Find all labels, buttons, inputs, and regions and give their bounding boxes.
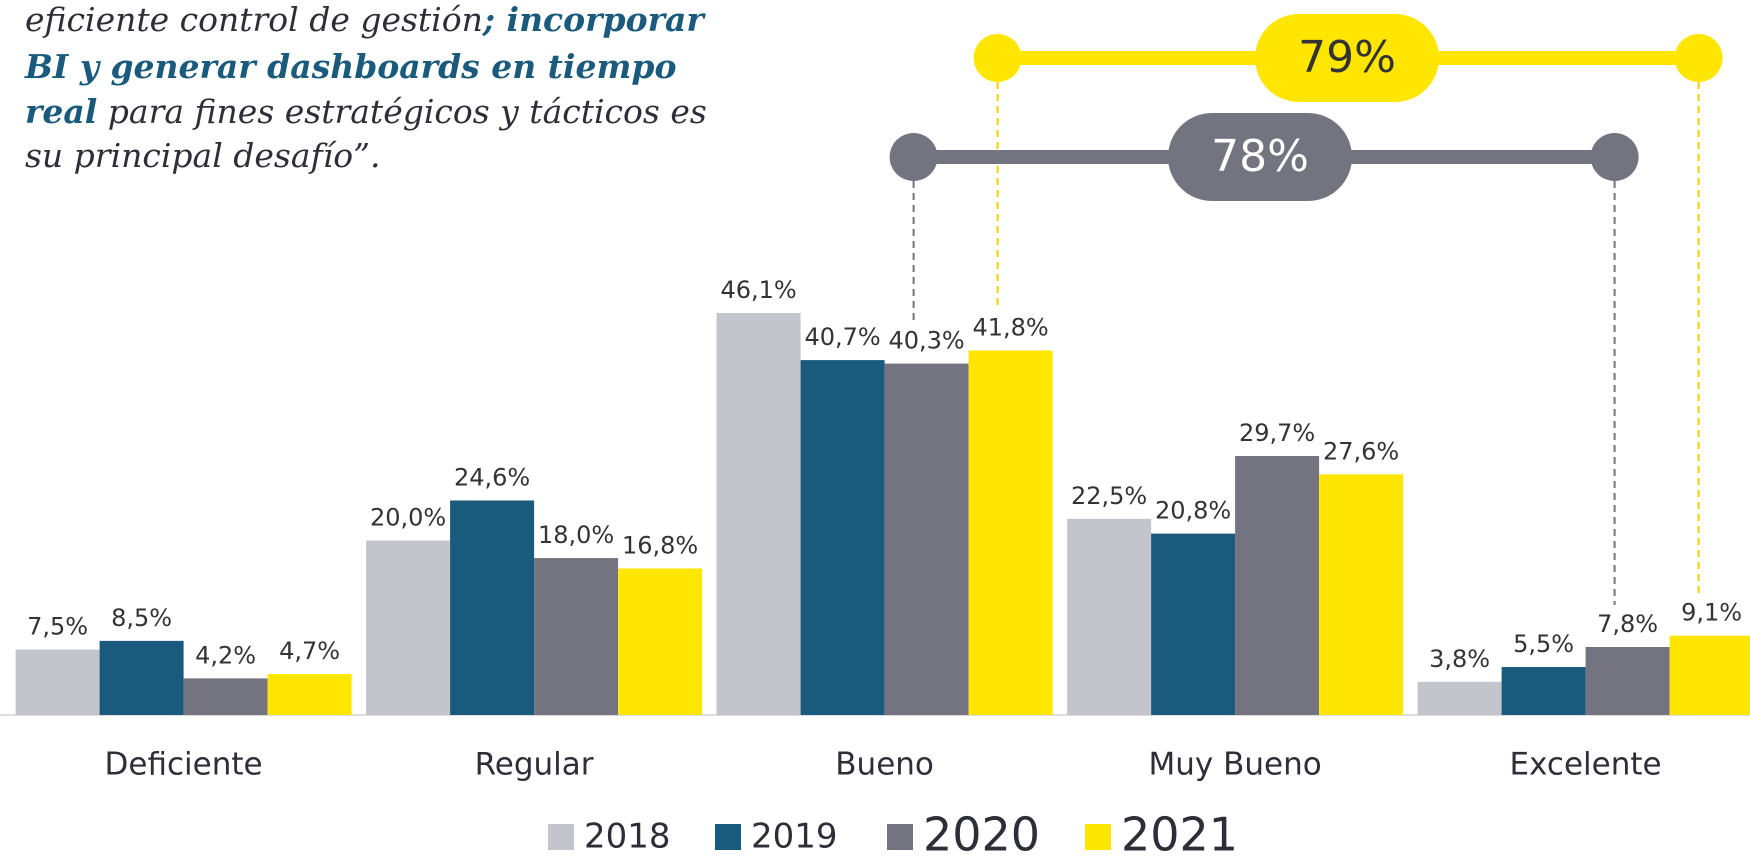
bracket-end — [1590, 133, 1639, 181]
legend-swatch — [887, 824, 913, 850]
bar — [884, 363, 969, 715]
x-tick-label: Muy Bueno — [1148, 747, 1321, 783]
data-label: 3,8% — [1429, 645, 1490, 673]
quote-line: su principal desafío”. — [25, 136, 381, 175]
quote-line: real para fines estratégicos y tácticos … — [25, 92, 707, 131]
data-label: 46,1% — [720, 276, 796, 304]
data-label: 4,7% — [279, 637, 340, 665]
bar — [1417, 681, 1502, 715]
pill — [1168, 113, 1352, 201]
quote-text: su principal desafío”. — [25, 136, 381, 175]
bar — [1151, 533, 1236, 715]
bar — [15, 649, 100, 715]
bar — [1501, 667, 1586, 715]
bar — [267, 674, 352, 715]
bar — [183, 678, 268, 715]
pill — [1255, 14, 1439, 102]
data-label: 18,0% — [538, 521, 614, 549]
data-label: 5,5% — [1513, 630, 1574, 658]
bracket-end — [973, 34, 1022, 82]
quote-text: eficiente control de gestión — [25, 0, 483, 39]
bar — [1235, 456, 1320, 715]
legend-label: 2021 — [1121, 808, 1238, 857]
bar — [366, 540, 451, 715]
bar — [1585, 646, 1670, 715]
bar — [968, 350, 1053, 715]
quote-text: ; incorporar — [482, 0, 707, 39]
legend-label: 2019 — [751, 817, 838, 857]
annotation: 79% — [1298, 32, 1396, 83]
bar — [716, 313, 801, 715]
quote-text: BI y generar dashboards en tiempo — [24, 47, 676, 86]
quote-line: BI y generar dashboards en tiempo — [24, 47, 676, 86]
bar — [1319, 474, 1404, 715]
data-label: 7,5% — [27, 613, 88, 641]
quote-text: real — [25, 92, 97, 131]
data-label: 8,5% — [111, 604, 172, 632]
data-label: 40,7% — [804, 323, 880, 351]
data-label: 27,6% — [1323, 437, 1399, 465]
data-label: 7,8% — [1597, 610, 1658, 638]
data-label: 20,8% — [1155, 497, 1231, 525]
quote-line: eficiente control de gestión; incorporar — [25, 0, 706, 39]
data-label: 4,2% — [195, 641, 256, 669]
quote-text: para fines estratégicos y tácticos es — [97, 92, 706, 131]
data-label: 41,8% — [972, 314, 1048, 342]
legend-swatch — [715, 824, 741, 850]
legend-label: 2020 — [923, 808, 1040, 857]
bar — [1067, 518, 1152, 715]
x-tick-label: Regular — [475, 747, 594, 783]
data-label: 40,3% — [888, 327, 964, 355]
x-tick-label: Excelente — [1510, 747, 1662, 783]
data-label: 24,6% — [454, 463, 530, 491]
data-label: 9,1% — [1681, 599, 1742, 627]
data-label: 16,8% — [622, 532, 698, 560]
bar — [800, 360, 885, 715]
bar — [1669, 635, 1750, 715]
bar — [618, 568, 703, 715]
data-label: 20,0% — [370, 504, 446, 532]
bar — [534, 558, 619, 715]
x-tick-label: Deficiente — [105, 747, 263, 783]
bar — [99, 640, 184, 715]
bracket-end — [889, 133, 938, 181]
legend-label: 2018 — [584, 817, 671, 857]
data-label: 29,7% — [1239, 419, 1315, 447]
data-label: 22,5% — [1071, 482, 1147, 510]
legend-swatch — [1085, 824, 1111, 850]
annotation: 78% — [1211, 131, 1309, 182]
legend-swatch — [548, 824, 574, 850]
x-tick-label: Bueno — [835, 747, 934, 783]
bracket-end — [1674, 34, 1723, 82]
bar — [450, 500, 535, 715]
